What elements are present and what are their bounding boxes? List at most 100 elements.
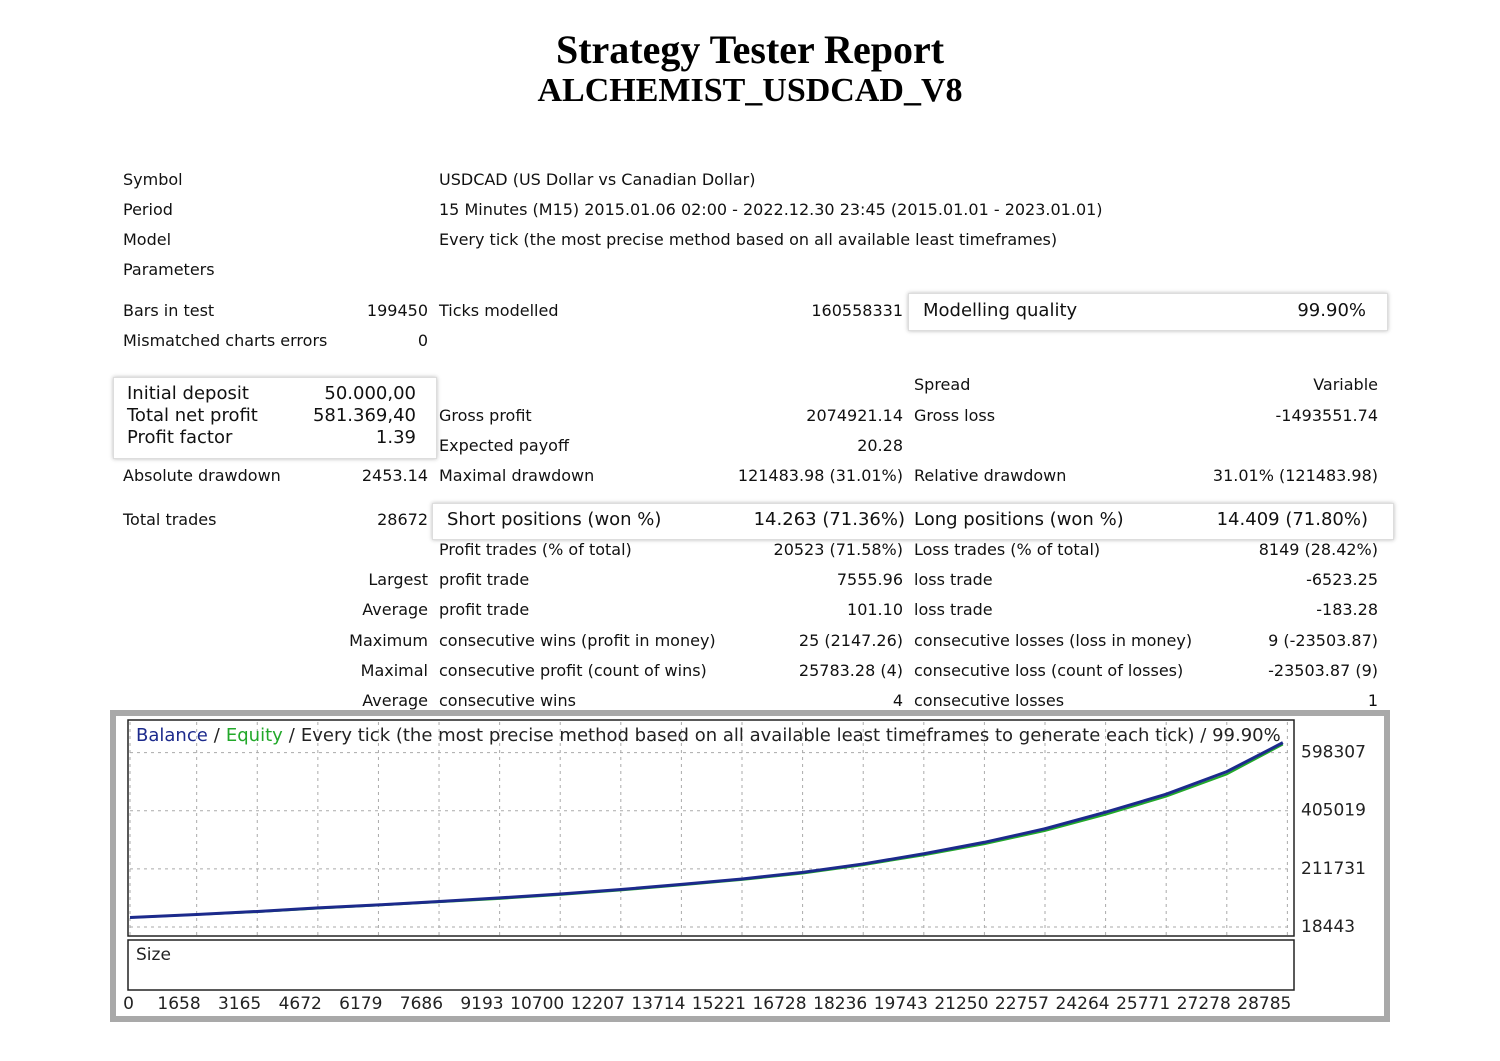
stat-value: 1 [1367,691,1378,711]
x-tick-label: 28785 [1237,994,1291,1014]
legend-equity: Equity [226,725,283,746]
info-label: Period [123,200,173,219]
stat-label: Initial deposit [127,383,249,404]
report-title: Strategy Tester Report [555,27,945,72]
x-tick-label: 9193 [460,994,503,1014]
stat-value: -23503.87 (9) [1268,660,1378,680]
chart-legend: Balance / Equity / Every tick (the most prec… [136,725,1281,746]
info-value: USDCAD (US Dollar vs Canadian Dollar) [439,170,756,189]
stat-value: 50.000,00 [324,383,416,404]
info-value: 15 Minutes (M15) 2015.01.06 02:00 - 2022… [439,200,1103,219]
stat-label: Gross profit [439,406,532,425]
x-tick-label: 24264 [1056,994,1110,1014]
info-label: Symbol [123,170,183,189]
stat-label: Total trades [123,510,217,529]
stat-value: 2074921.14 [806,406,903,425]
stat-value: 199450 [366,301,428,320]
info-label: Model [123,230,172,249]
stat-value: 99.90% [1297,300,1366,321]
stat-label: Profit trades (% of total) [439,540,632,559]
x-tick-label: 16728 [752,994,806,1014]
x-tick-label: 25771 [1116,994,1170,1014]
stat-value: 20523 (71.58%) [773,540,903,559]
plot-area [127,719,1295,937]
deposit-box [113,377,437,459]
stat-label: consecutive loss (count of losses) [914,660,1184,680]
y-tick-label: 405019 [1301,801,1366,821]
report-subtitle: ALCHEMIST_USDCAD_V8 [537,72,963,109]
stat-label: consecutive losses (loss in money) [914,630,1193,650]
stat-label: Expected payoff [439,436,569,455]
stat-label: profit trade [439,570,530,589]
stat-label: Spread [914,375,971,394]
stat-value: 9 (-23503.87) [1268,630,1378,650]
stat-value: Variable [1313,375,1378,394]
stat-label: Modelling quality [923,300,1078,321]
stat-label: Long positions (won %) [914,509,1124,530]
x-tick-label: 7686 [400,994,443,1014]
stat-label: Ticks modelled [439,301,559,320]
stat-value: 31.01% (121483.98) [1212,466,1378,485]
x-tick-label: 21250 [934,994,988,1014]
size-panel [127,939,1295,991]
stat-value: 8149 (28.42%) [1258,540,1378,559]
stat-value: 14.263 (71.36%) [753,509,905,530]
stat-value: 7555.96 [836,570,903,589]
stat-value: 2453.14 [361,466,428,485]
x-tick-label: 1658 [157,994,200,1014]
stat-value: -1493551.74 [1275,406,1378,425]
stat-value: 121483.98 (31.01%) [737,466,903,485]
y-tick-label: 211731 [1301,859,1366,879]
stat-prefix: Average [362,691,428,711]
stat-prefix: Maximal [360,660,428,680]
stat-label: consecutive losses [914,691,1065,711]
info-value: Every tick (the most precise method base… [439,230,1058,249]
info-label: Parameters [123,260,215,279]
stat-label: consecutive wins (profit in money) [439,630,716,650]
positions-box [432,503,1394,540]
x-tick-label: 19743 [874,994,928,1014]
size-label: Size [136,945,171,965]
series-line [129,741,1284,919]
x-tick-label: 22757 [995,994,1049,1014]
stat-value: -6523.25 [1306,570,1378,589]
stat-label: Total net profit [127,405,258,426]
stat-value: 25783.28 (4) [798,660,903,680]
quality-box [908,293,1388,331]
x-tick-label: 4672 [279,994,322,1014]
legend-balance: Balance [136,725,208,746]
x-tick-label: 18236 [813,994,867,1014]
stat-label: Loss trades (% of total) [914,540,1101,559]
x-tick-label: 12207 [571,994,625,1014]
x-tick-label: 6179 [339,994,382,1014]
legend-separator: / [214,725,221,746]
stat-value: 160558331 [811,301,903,320]
stat-value: -183.28 [1316,600,1378,620]
stat-value: 581.369,40 [312,405,416,426]
stat-value: 28672 [377,510,428,529]
stat-label: loss trade [914,600,993,620]
stat-label: profit trade [439,600,530,620]
stat-label: consecutive profit (count of wins) [439,660,707,680]
x-tick-label: 15221 [692,994,746,1014]
stat-label: Gross loss [914,406,996,425]
x-tick-label: 10700 [510,994,564,1014]
stat-prefix: Maximum [349,630,428,650]
stat-prefix: Average [362,600,428,620]
stat-value: 0 [417,331,428,350]
stat-label: Bars in test [123,301,215,320]
stat-label: loss trade [914,570,993,589]
y-tick-label: 598307 [1301,743,1366,763]
legend-separator: / [289,725,296,746]
x-tick-label: 0 [123,994,134,1014]
stat-label: Mismatched charts errors [123,331,328,350]
y-tick-label: 18443 [1301,917,1355,937]
stat-label: Profit factor [127,427,233,448]
stat-value: 20.28 [857,436,903,455]
stat-value: 14.409 (71.80%) [1216,509,1368,530]
stat-value: 25 (2147.26) [798,630,903,650]
stat-label: consecutive wins [439,691,576,711]
stat-value: 1.39 [375,427,416,448]
